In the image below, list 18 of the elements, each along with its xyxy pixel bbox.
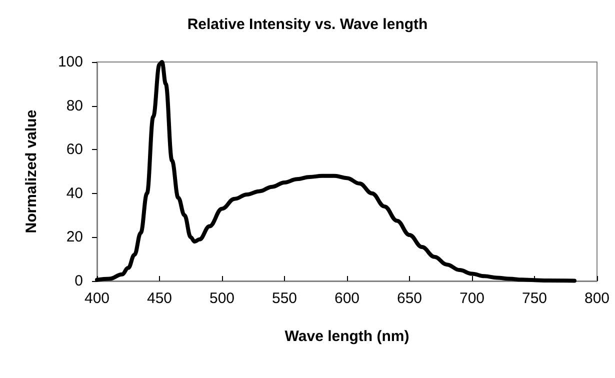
x-tick-label: 650 <box>396 290 422 307</box>
x-axis-title: Wave length (nm) <box>284 328 410 345</box>
y-tick-label: 0 <box>74 272 83 290</box>
x-tick-label: 550 <box>272 290 298 307</box>
x-tick-label: 500 <box>209 290 235 307</box>
y-tick-label: 60 <box>66 141 83 158</box>
x-tick-label: 800 <box>584 290 610 307</box>
x-tick-label: 750 <box>522 290 548 307</box>
x-tick-label: 400 <box>84 290 110 307</box>
x-tick-label: 450 <box>146 290 172 307</box>
y-tick-label: 40 <box>66 184 83 202</box>
y-axis-title: Normalized value <box>23 110 40 234</box>
x-tick-label: 700 <box>459 290 485 307</box>
y-tick-label: 20 <box>66 228 83 246</box>
x-tick-label: 600 <box>334 290 360 307</box>
y-tick-label: 100 <box>58 54 83 70</box>
y-tick-label: 80 <box>66 97 83 114</box>
chart-title: Relative Intensity vs. Wave length <box>187 16 428 33</box>
